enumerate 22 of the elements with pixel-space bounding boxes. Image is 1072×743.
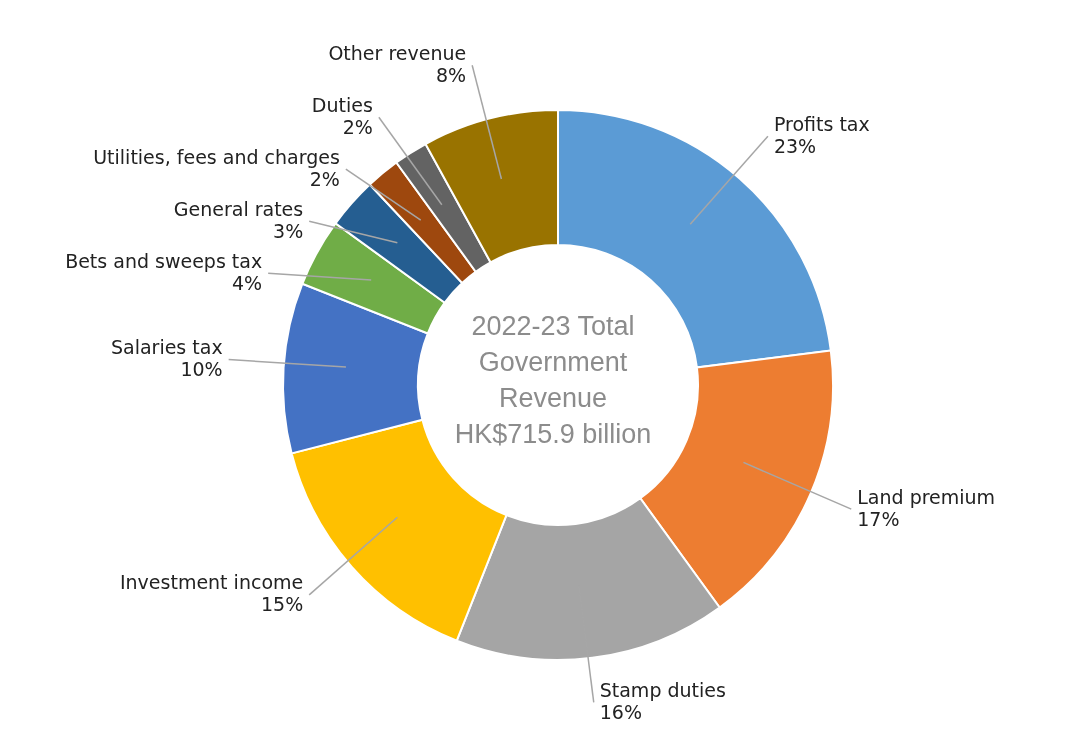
data-label: 8% — [436, 63, 467, 86]
slice-label: Duties — [311, 93, 373, 116]
slice-label: Bets and sweeps tax — [65, 249, 263, 272]
data-label: 23% — [773, 134, 817, 157]
data-label: 4% — [232, 271, 263, 294]
data-label: 2% — [309, 167, 340, 190]
data-label: 16% — [599, 700, 642, 723]
slice-label: Other revenue — [328, 41, 467, 64]
slice-label: Utilities, fees and charges — [93, 145, 340, 168]
slice-label: Salaries tax — [110, 336, 223, 359]
data-label: 2% — [342, 115, 373, 138]
data-label: 10% — [180, 358, 223, 381]
text: 2022-23 Total Government Revenue — [470, 310, 636, 415]
slice-label: Land premium — [857, 485, 996, 508]
slice-label: Stamp duties — [599, 678, 726, 701]
slice-label: Profits tax — [773, 112, 870, 135]
data-label: 15% — [260, 593, 304, 616]
text: HK$715.9 billion — [454, 418, 652, 451]
data-label: 17% — [857, 507, 900, 530]
data-label: 3% — [273, 219, 304, 242]
slice-label: General rates — [173, 197, 304, 220]
slice-label: Investment income — [119, 571, 304, 594]
